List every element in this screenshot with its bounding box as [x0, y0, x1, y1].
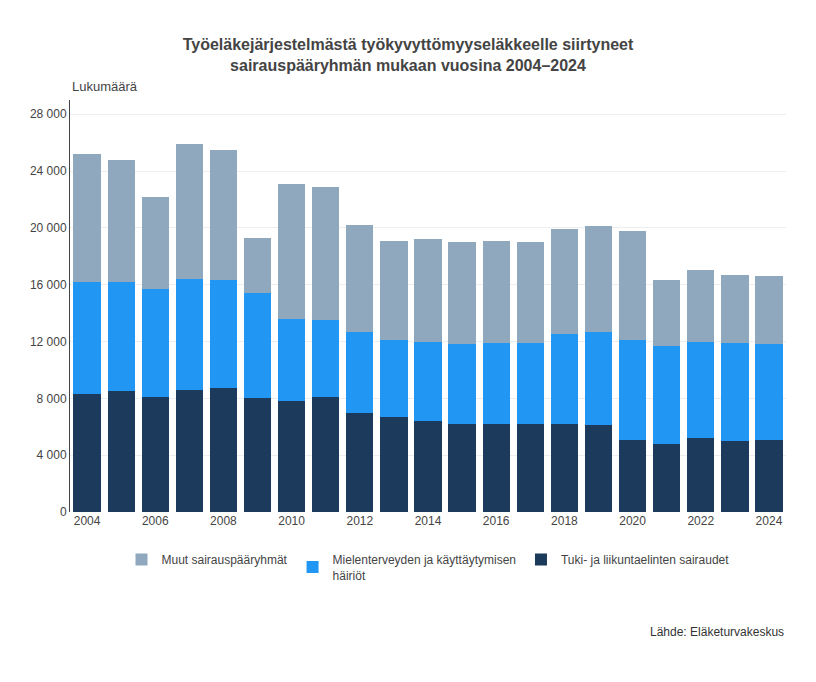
svg-text:20 000: 20 000	[30, 221, 67, 235]
svg-text:Mielenterveyden ja käyttäytymi: Mielenterveyden ja käyttäytymisenhäiriöt	[333, 553, 516, 583]
svg-text:2022: 2022	[687, 514, 714, 528]
svg-text:2004: 2004	[74, 514, 101, 528]
svg-text:2010: 2010	[278, 514, 305, 528]
svg-text:12 000: 12 000	[30, 335, 67, 349]
svg-text:0: 0	[60, 505, 67, 519]
svg-text:Lähde: Eläketurvakeskus: Lähde: Eläketurvakeskus	[650, 625, 784, 639]
svg-text:2020: 2020	[619, 514, 646, 528]
svg-text:Tuki- ja liikuntaelinten saira: Tuki- ja liikuntaelinten sairaudet	[561, 553, 729, 567]
svg-text:2008: 2008	[210, 514, 237, 528]
svg-text:8 000: 8 000	[37, 392, 67, 406]
svg-text:2014: 2014	[415, 514, 442, 528]
svg-text:24 000: 24 000	[30, 164, 67, 178]
svg-text:2012: 2012	[346, 514, 373, 528]
svg-text:Työeläkejärjestelmästä työkyvy: Työeläkejärjestelmästä työkyvyttömyyselä…	[183, 36, 634, 74]
svg-text:4 000: 4 000	[37, 448, 67, 462]
svg-text:16 000: 16 000	[30, 278, 67, 292]
svg-text:2018: 2018	[551, 514, 578, 528]
svg-text:2016: 2016	[483, 514, 510, 528]
svg-text:2006: 2006	[142, 514, 169, 528]
svg-text:2024: 2024	[756, 514, 783, 528]
svg-text:Lukumäärä: Lukumäärä	[72, 79, 138, 94]
svg-text:Muut sairauspääryhmät: Muut sairauspääryhmät	[162, 553, 288, 567]
svg-text:28 000: 28 000	[30, 107, 67, 121]
